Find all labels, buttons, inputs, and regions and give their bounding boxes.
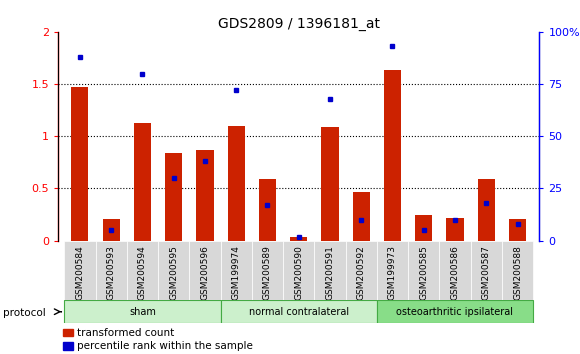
Text: normal contralateral: normal contralateral — [249, 307, 349, 317]
Text: GSM199974: GSM199974 — [231, 245, 241, 300]
Bar — [321, 127, 339, 241]
Bar — [64, 241, 96, 301]
Text: GSM200584: GSM200584 — [75, 245, 84, 300]
Bar — [96, 241, 127, 301]
Bar — [189, 241, 220, 301]
Bar — [158, 241, 189, 301]
Text: GSM200592: GSM200592 — [357, 245, 366, 300]
Bar — [71, 87, 89, 241]
Text: GSM200589: GSM200589 — [263, 245, 272, 300]
Text: GSM200596: GSM200596 — [201, 245, 209, 300]
Text: GSM200587: GSM200587 — [482, 245, 491, 300]
Bar — [415, 215, 432, 241]
Bar — [447, 218, 463, 241]
Text: GSM200595: GSM200595 — [169, 245, 178, 300]
Bar — [227, 126, 245, 241]
Bar — [353, 192, 370, 241]
Bar — [252, 241, 283, 301]
Text: GSM200594: GSM200594 — [138, 245, 147, 300]
Text: GSM200585: GSM200585 — [419, 245, 428, 300]
Bar — [103, 219, 119, 241]
Bar — [134, 123, 151, 241]
Text: GSM200588: GSM200588 — [513, 245, 522, 300]
Bar — [165, 153, 182, 241]
Text: GSM200591: GSM200591 — [325, 245, 335, 300]
Text: protocol: protocol — [3, 308, 46, 318]
Bar — [290, 236, 307, 241]
Bar — [440, 241, 470, 301]
Bar — [509, 219, 526, 241]
Legend: transformed count, percentile rank within the sample: transformed count, percentile rank withi… — [63, 328, 253, 352]
Bar — [196, 150, 213, 241]
Bar — [220, 241, 252, 301]
Bar — [283, 241, 314, 301]
Bar — [377, 241, 408, 301]
Text: GSM200586: GSM200586 — [451, 245, 459, 300]
Bar — [346, 241, 377, 301]
Title: GDS2809 / 1396181_at: GDS2809 / 1396181_at — [218, 17, 380, 31]
Bar — [314, 241, 346, 301]
Text: sham: sham — [129, 307, 156, 317]
Text: GSM200590: GSM200590 — [294, 245, 303, 300]
Bar — [220, 301, 377, 323]
Bar — [384, 70, 401, 241]
Text: GSM200593: GSM200593 — [107, 245, 115, 300]
Text: osteoarthritic ipsilateral: osteoarthritic ipsilateral — [397, 307, 513, 317]
Bar — [408, 241, 440, 301]
Bar — [127, 241, 158, 301]
Bar — [259, 179, 276, 241]
Text: GSM199973: GSM199973 — [388, 245, 397, 301]
Bar — [64, 301, 220, 323]
Bar — [502, 241, 533, 301]
Bar — [478, 179, 495, 241]
Bar — [377, 301, 533, 323]
Bar — [470, 241, 502, 301]
